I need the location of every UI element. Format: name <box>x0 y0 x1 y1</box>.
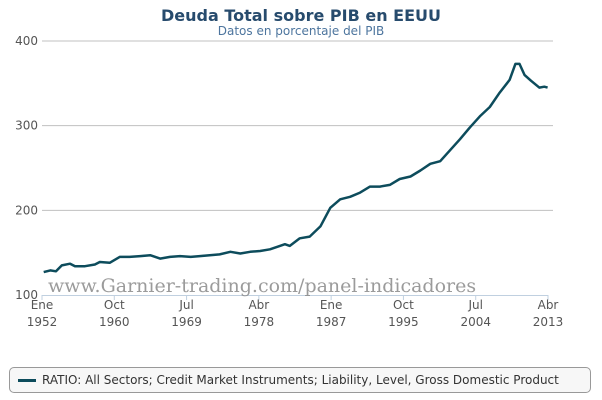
x-axis: Ene 1952 Oct 1960 Jul 1969 Abr 1978 Ene 1987 Oct 19… <box>27 295 564 329</box>
chart-subtitle: Datos en porcentaje del PIB <box>218 24 384 38</box>
x-tick-month: Oct <box>393 298 414 312</box>
gridlines <box>42 40 553 211</box>
series-line <box>43 62 548 274</box>
legend-swatch <box>18 378 36 382</box>
legend-label: RATIO: All Sectors; Credit Market Instru… <box>42 373 559 387</box>
x-tick-month: Oct <box>104 298 125 312</box>
y-tick-label: 200 <box>15 203 38 217</box>
x-tick-year: 1969 <box>171 315 202 329</box>
x-tick-month: Abr <box>248 298 269 312</box>
x-tick-month: Ene <box>31 298 54 312</box>
y-axis: 100 200 300 400 <box>15 34 38 302</box>
x-tick-month: Ene <box>320 298 343 312</box>
y-tick-label: 300 <box>15 119 38 133</box>
y-tick-label: 400 <box>15 34 38 48</box>
x-tick-year: 2013 <box>533 315 564 329</box>
x-tick-month: Jul <box>178 298 193 312</box>
x-tick-year: 1987 <box>316 315 347 329</box>
x-tick-year: 1978 <box>244 315 275 329</box>
x-tick-month: Abr <box>538 298 559 312</box>
x-tick-year: 1952 <box>27 315 58 329</box>
x-tick-year: 1995 <box>388 315 419 329</box>
watermark: www.Garnier-trading.com/panel-indicadore… <box>48 275 476 297</box>
x-tick-year: 2004 <box>460 315 491 329</box>
y-tick-label: 100 <box>15 288 38 302</box>
x-tick-year: 1960 <box>99 315 130 329</box>
legend[interactable]: RATIO: All Sectors; Credit Market Instru… <box>9 367 591 393</box>
chart-title: Deuda Total sobre PIB en EEUU <box>161 6 441 25</box>
x-tick-month: Jul <box>467 298 482 312</box>
